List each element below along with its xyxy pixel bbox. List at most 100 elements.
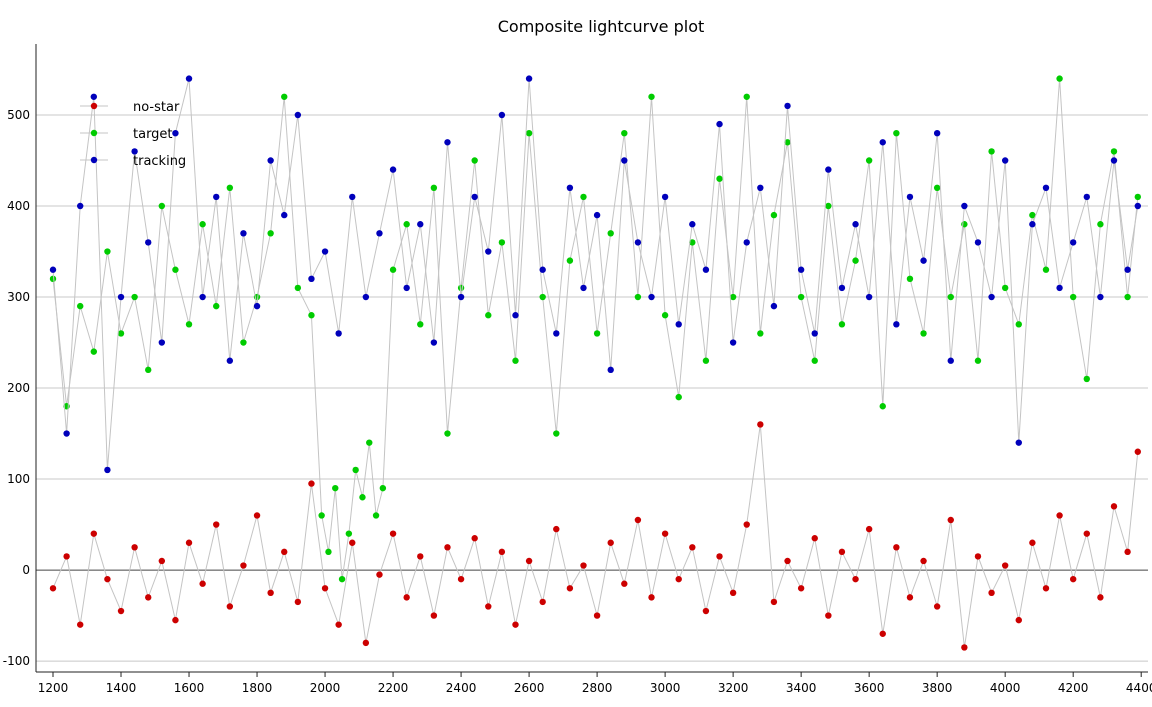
data-point <box>49 275 57 283</box>
x-tick-label: 1400 <box>106 681 137 695</box>
data-point <box>553 330 560 337</box>
y-tick-label: -100 <box>3 654 30 668</box>
data-point <box>580 562 587 569</box>
data-point <box>1124 293 1131 301</box>
data-point <box>240 562 247 569</box>
x-tick-label: 2800 <box>582 681 613 695</box>
data-point <box>1029 539 1036 546</box>
data-point <box>838 284 846 292</box>
data-point <box>281 548 288 556</box>
data-point <box>974 553 982 560</box>
data-point <box>566 257 574 264</box>
data-point <box>1069 575 1077 583</box>
data-point <box>376 230 383 237</box>
data-point <box>1042 184 1050 192</box>
data-point <box>933 184 941 192</box>
data-point <box>1083 193 1090 201</box>
data-point <box>267 589 274 597</box>
data-point <box>1124 548 1131 556</box>
x-tick-label: 2000 <box>310 681 341 695</box>
data-point <box>471 193 478 201</box>
data-point <box>811 535 818 542</box>
data-point <box>634 516 642 524</box>
data-point <box>253 512 261 519</box>
series-tracking <box>49 75 1141 474</box>
data-point <box>743 93 750 100</box>
data-point <box>485 248 492 255</box>
data-point <box>294 598 302 606</box>
data-point <box>308 275 315 283</box>
data-point <box>920 257 927 264</box>
data-point <box>512 312 519 319</box>
data-point <box>376 571 383 578</box>
data-point <box>974 239 982 246</box>
data-point <box>879 403 886 410</box>
data-point <box>947 357 954 364</box>
data-point <box>77 621 84 628</box>
data-point <box>689 544 696 551</box>
data-point <box>362 293 370 301</box>
data-point <box>661 312 669 319</box>
data-point <box>539 266 546 273</box>
data-point <box>199 293 206 301</box>
data-point <box>784 557 791 565</box>
data-point <box>158 339 166 346</box>
data-point <box>539 293 546 301</box>
data-point <box>226 603 234 610</box>
data-point <box>90 93 98 100</box>
data-point <box>634 293 642 301</box>
data-point <box>199 221 206 228</box>
data-point <box>240 230 247 237</box>
data-point <box>811 357 818 364</box>
series-line <box>52 78 1139 580</box>
data-point <box>308 312 315 319</box>
data-point <box>525 557 533 565</box>
legend-marker <box>90 156 98 164</box>
data-point <box>294 111 302 119</box>
data-point <box>825 612 832 619</box>
data-point <box>1029 221 1036 228</box>
data-point <box>825 166 832 173</box>
data-point <box>444 544 451 551</box>
data-point <box>525 75 533 82</box>
data-point <box>838 321 846 328</box>
data-point <box>702 607 710 615</box>
x-tick-label: 1200 <box>38 681 69 695</box>
data-point <box>621 129 628 137</box>
data-point <box>49 266 57 273</box>
data-point <box>743 239 750 246</box>
data-point <box>131 544 138 551</box>
data-point <box>199 580 206 587</box>
data-point <box>797 293 805 301</box>
data-point <box>349 539 356 546</box>
data-point <box>906 193 914 201</box>
data-point <box>104 466 111 474</box>
x-tick-label: 4000 <box>990 681 1021 695</box>
data-point <box>933 603 941 610</box>
data-point <box>430 184 438 192</box>
data-point <box>457 293 465 301</box>
data-point <box>961 202 968 210</box>
data-point <box>1001 157 1009 164</box>
data-point <box>879 630 886 637</box>
data-point <box>349 193 356 201</box>
data-point <box>77 202 84 210</box>
x-tick-label: 1600 <box>174 681 205 695</box>
data-point <box>1015 616 1022 624</box>
legend-marker <box>90 129 98 137</box>
data-point <box>63 553 70 560</box>
legend-label: tracking <box>133 154 186 169</box>
data-point <box>145 366 152 374</box>
series-line <box>52 78 1139 470</box>
data-point <box>1029 211 1036 219</box>
x-tick-label: 3000 <box>650 681 681 695</box>
data-point <box>580 193 587 201</box>
data-point <box>444 430 451 437</box>
data-point <box>77 302 84 310</box>
data-point <box>1083 530 1090 537</box>
data-point <box>417 321 424 328</box>
data-point <box>281 211 288 219</box>
data-point <box>729 589 737 597</box>
data-point <box>498 111 506 119</box>
